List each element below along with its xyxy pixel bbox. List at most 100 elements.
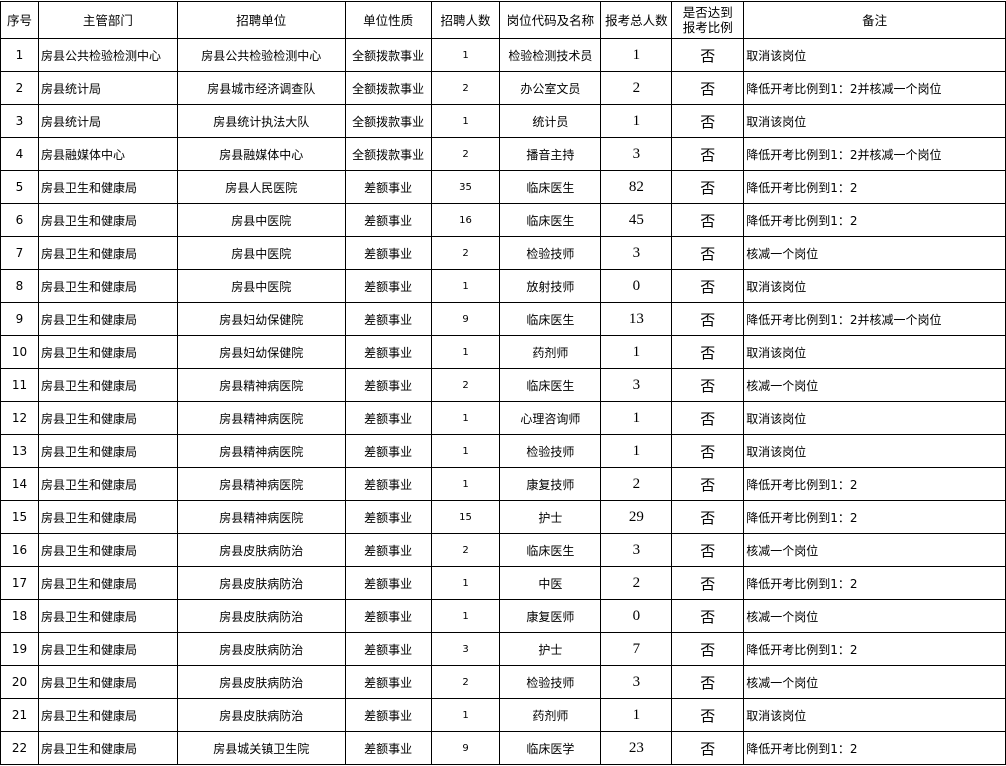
remarks-cell: 降低开考比例到1：2 <box>743 170 1006 204</box>
index-cell: 9 <box>0 302 39 336</box>
unit-cell: 房县城市经济调查队 <box>176 71 346 105</box>
table-row: 11 房县卫生和健康局 房县精神病医院 差额事业 2 临床医生 3 否核减一个岗位 <box>0 368 1006 402</box>
header-unit: 招聘单位 <box>176 1 346 39</box>
quota-cell: 1 <box>430 698 501 732</box>
index-cell: 20 <box>0 665 39 699</box>
unit-type-cell: 差额事业 <box>344 566 432 600</box>
applicants-cell: 82 <box>600 170 673 204</box>
header-remarks: 备注 <box>743 1 1006 39</box>
department-cell: 房县卫生和健康局 <box>37 533 178 567</box>
applicants-cell: 0 <box>600 269 673 303</box>
ratio-met-cell: 否 <box>671 170 745 204</box>
position-cell: 心理咨询师 <box>499 401 602 435</box>
unit-cell: 房县皮肤病防治 <box>176 665 346 699</box>
index-cell: 7 <box>0 236 39 270</box>
index-cell: 15 <box>0 500 39 534</box>
remarks-cell: 核减一个岗位 <box>743 368 1006 402</box>
unit-type-cell: 差额事业 <box>344 599 432 633</box>
unit-cell: 房县中医院 <box>176 203 346 237</box>
applicants-cell: 2 <box>600 566 673 600</box>
unit-cell: 房县精神病医院 <box>176 434 346 468</box>
index-cell: 11 <box>0 368 39 402</box>
department-cell: 房县融媒体中心 <box>37 137 178 171</box>
quota-cell: 1 <box>430 599 501 633</box>
ratio-met-cell: 否 <box>671 467 745 501</box>
table-row: 9 房县卫生和健康局 房县妇幼保健院 差额事业 9 临床医生 13 否降低开考比例到1：2并核… <box>0 302 1006 336</box>
quota-cell: 9 <box>430 731 501 765</box>
quota-cell: 1 <box>430 104 501 138</box>
quota-cell: 1 <box>430 269 501 303</box>
unit-cell: 房县中医院 <box>176 269 346 303</box>
unit-cell: 房县人民医院 <box>176 170 346 204</box>
header-quota: 招聘人数 <box>430 1 501 39</box>
position-cell: 临床医生 <box>499 203 602 237</box>
table-row: 20 房县卫生和健康局 房县皮肤病防治 差额事业 2 检验技师 3 否核减一个岗位 <box>0 665 1006 699</box>
unit-type-cell: 差额事业 <box>344 533 432 567</box>
department-cell: 房县卫生和健康局 <box>37 500 178 534</box>
remarks-cell: 降低开考比例到1：2 <box>743 566 1006 600</box>
index-cell: 14 <box>0 467 39 501</box>
position-cell: 中医 <box>499 566 602 600</box>
header-ratio-line: 报考比例 <box>682 20 733 35</box>
position-cell: 放射技师 <box>499 269 602 303</box>
unit-cell: 房县皮肤病防治 <box>176 599 346 633</box>
unit-cell: 房县精神病医院 <box>176 401 346 435</box>
department-cell: 房县公共检验检测中心 <box>37 38 178 72</box>
position-cell: 护士 <box>499 500 602 534</box>
table-row: 7 房县卫生和健康局 房县中医院 差额事业 2 检验技师 3 否核减一个岗位 <box>0 236 1006 270</box>
department-cell: 房县卫生和健康局 <box>37 599 178 633</box>
department-cell: 房县统计局 <box>37 104 178 138</box>
ratio-met-cell: 否 <box>671 137 745 171</box>
remarks-cell: 降低开考比例到1：2并核减一个岗位 <box>743 137 1006 171</box>
header-ratio-line: 是否达到 <box>682 5 733 20</box>
department-cell: 房县卫生和健康局 <box>37 467 178 501</box>
department-cell: 房县卫生和健康局 <box>37 203 178 237</box>
department-cell: 房县卫生和健康局 <box>37 434 178 468</box>
position-cell: 临床医生 <box>499 368 602 402</box>
department-cell: 房县卫生和健康局 <box>37 269 178 303</box>
applicants-cell: 13 <box>600 302 673 336</box>
table-row: 1 房县公共检验检测中心 房县公共检验检测中心 全额拨款事业 1 检验检测技术员 1 否取消该… <box>0 38 1006 72</box>
quota-cell: 1 <box>430 335 501 369</box>
remarks-cell: 核减一个岗位 <box>743 533 1006 567</box>
quota-cell: 35 <box>430 170 501 204</box>
remarks-cell: 取消该岗位 <box>743 104 1006 138</box>
table-row: 8 房县卫生和健康局 房县中医院 差额事业 1 放射技师 0 否取消该岗位 <box>0 269 1006 303</box>
index-cell: 3 <box>0 104 39 138</box>
position-cell: 药剂师 <box>499 335 602 369</box>
position-cell: 临床医学 <box>499 731 602 765</box>
unit-cell: 房县皮肤病防治 <box>176 533 346 567</box>
department-cell: 房县卫生和健康局 <box>37 302 178 336</box>
unit-type-cell: 差额事业 <box>344 368 432 402</box>
quota-cell: 2 <box>430 236 501 270</box>
applicants-cell: 45 <box>600 203 673 237</box>
index-cell: 13 <box>0 434 39 468</box>
unit-type-cell: 差额事业 <box>344 401 432 435</box>
quota-cell: 1 <box>430 38 501 72</box>
department-cell: 房县卫生和健康局 <box>37 731 178 765</box>
applicants-cell: 1 <box>600 698 673 732</box>
unit-cell: 房县皮肤病防治 <box>176 566 346 600</box>
position-cell: 临床医生 <box>499 170 602 204</box>
quota-cell: 2 <box>430 137 501 171</box>
header-department: 主管部门 <box>37 1 178 39</box>
table-row: 14 房县卫生和健康局 房县精神病医院 差额事业 1 康复技师 2 否降低开考比例到1：2 <box>0 467 1006 501</box>
applicants-cell: 29 <box>600 500 673 534</box>
applicants-cell: 3 <box>600 533 673 567</box>
index-cell: 16 <box>0 533 39 567</box>
applicants-cell: 2 <box>600 71 673 105</box>
applicants-cell: 7 <box>600 632 673 666</box>
department-cell: 房县卫生和健康局 <box>37 236 178 270</box>
quota-cell: 2 <box>430 368 501 402</box>
remarks-cell: 核减一个岗位 <box>743 236 1006 270</box>
header-row: 序号 主管部门 招聘单位 单位性质 招聘人数 岗位代码及名称 报考总人数 是否达到 报考比例 备注 <box>0 1 1006 39</box>
unit-cell: 房县精神病医院 <box>176 500 346 534</box>
table-row: 2 房县统计局 房县城市经济调查队 全额拨款事业 2 办公室文员 2 否降低开考比例到1：2并… <box>0 71 1006 105</box>
index-cell: 8 <box>0 269 39 303</box>
ratio-met-cell: 否 <box>671 665 745 699</box>
remarks-cell: 取消该岗位 <box>743 434 1006 468</box>
table-row: 19 房县卫生和健康局 房县皮肤病防治 差额事业 3 护士 7 否降低开考比例到1：2 <box>0 632 1006 666</box>
applicants-cell: 1 <box>600 401 673 435</box>
applicants-cell: 2 <box>600 467 673 501</box>
